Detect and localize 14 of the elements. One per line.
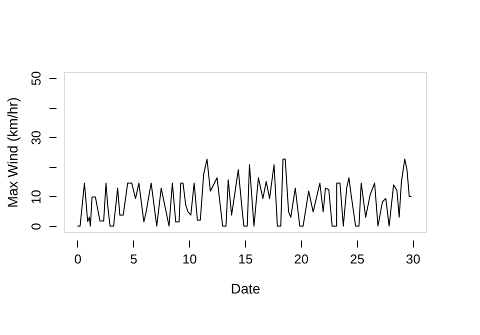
x-tick-label: 0 [74, 252, 82, 266]
x-tick-label: 10 [182, 252, 197, 266]
x-axis-title: Date [230, 280, 260, 296]
x-tick-label: 25 [350, 252, 364, 266]
y-tick-label: 0 [28, 222, 44, 230]
x-tick-label: 5 [130, 252, 138, 266]
y-tick-label: 10 [28, 190, 44, 204]
x-tick-label: 15 [238, 252, 253, 266]
x-tick-label: 30 [406, 252, 420, 266]
y-tick-label: 50 [28, 71, 44, 86]
line-series [76, 158, 412, 227]
x-tick-label: 20 [294, 252, 309, 266]
y-tick-label: 30 [28, 130, 44, 145]
y-axis-title: Max Wind (km/hr) [4, 97, 20, 208]
